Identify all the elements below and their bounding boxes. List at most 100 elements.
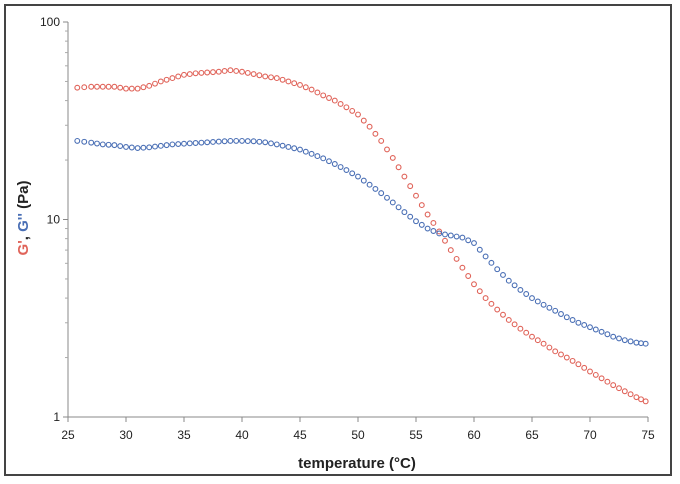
x-tick-label: 60 <box>467 428 481 442</box>
x-axis-title: temperature (°C) <box>298 455 416 472</box>
series-2-point <box>326 158 332 165</box>
series-1-point <box>604 378 611 385</box>
series-1-point <box>146 82 153 89</box>
series-1-point <box>152 80 158 87</box>
series-2-point <box>587 324 593 331</box>
series-2-point <box>134 145 141 152</box>
series-2-point <box>610 333 617 340</box>
series-1-point <box>227 67 234 74</box>
series-1-point <box>169 75 176 82</box>
series-2-point <box>546 304 553 311</box>
series-1-point <box>517 325 524 332</box>
series-2-point <box>384 194 390 201</box>
series-1-point <box>157 78 164 85</box>
series-2-point <box>424 225 431 232</box>
series-1-point <box>459 264 466 271</box>
series-2-point <box>244 138 251 145</box>
series-2-point <box>152 143 158 150</box>
series-1-point <box>250 71 257 78</box>
series-1-point <box>523 329 530 336</box>
series-2-point <box>581 322 588 328</box>
series-1-point <box>476 288 483 295</box>
series-2-point <box>413 218 419 225</box>
series-1-point <box>181 71 187 78</box>
series-2-point <box>268 140 274 147</box>
series-1-point <box>430 220 437 226</box>
series-1-point <box>581 364 588 371</box>
series-1-point <box>453 255 460 262</box>
plot-area: 25 30 35 40 45 50 55 60 65 70 75 1 10 100 <box>40 15 655 442</box>
series-1-point <box>505 317 512 323</box>
series-2-point <box>633 339 640 346</box>
series-2-point <box>642 340 649 347</box>
chart-frame <box>4 4 672 476</box>
series-2-point <box>355 173 361 180</box>
x-tick-label: 35 <box>177 428 191 442</box>
series-1-point <box>610 382 617 389</box>
series-2-point <box>186 140 193 147</box>
series-2-point <box>273 141 280 148</box>
series-1-point <box>511 321 518 328</box>
series-2-point <box>221 138 228 145</box>
series-1-point <box>563 354 570 361</box>
y-axis-title-part: G'' <box>15 213 32 232</box>
series-1-point <box>192 70 199 77</box>
series-2-point <box>169 141 176 148</box>
series-2-point <box>418 221 425 228</box>
series-1-point <box>488 300 495 307</box>
series-1-point <box>233 68 240 74</box>
series-2-point <box>592 326 599 333</box>
y-tick-label: 100 <box>40 15 60 29</box>
series-2-point <box>511 282 518 289</box>
series-2-point <box>459 234 466 241</box>
series-2-point <box>302 148 309 155</box>
series-1-point <box>337 100 344 107</box>
series-1-point <box>447 247 454 254</box>
series-1-point <box>616 385 622 392</box>
series-2-point <box>569 317 576 323</box>
series-2-point <box>523 291 530 297</box>
series-2-point <box>436 230 443 237</box>
series-1-point <box>88 83 95 90</box>
series-1-point <box>598 375 605 382</box>
series-1-point <box>395 164 402 171</box>
series-1-point <box>471 281 477 288</box>
series-2-point <box>540 301 547 308</box>
series-1-point <box>500 311 506 318</box>
series-1-point <box>308 86 315 93</box>
series-2-point <box>552 307 559 314</box>
series-2-point <box>627 338 634 345</box>
series-1-point <box>546 344 553 351</box>
series-1-point <box>627 391 634 398</box>
series-1-point <box>418 202 425 209</box>
series-2-point <box>395 204 402 211</box>
series-2-point <box>534 298 541 305</box>
series-1-point <box>482 295 489 302</box>
x-tick-label: 70 <box>583 428 597 442</box>
series-2-point <box>146 144 153 151</box>
x-tick-label: 55 <box>409 428 423 442</box>
series-1-point <box>621 388 628 395</box>
series-1-point <box>378 137 385 144</box>
series-1-point <box>268 74 274 81</box>
series-1-point <box>442 237 448 244</box>
series-2-point <box>378 190 385 197</box>
series-1-point <box>285 78 292 85</box>
series-1-point <box>326 95 332 101</box>
series-2-point <box>471 240 477 246</box>
series-1-point <box>384 146 390 153</box>
series-2-point <box>314 153 321 160</box>
series-1-point <box>540 340 547 347</box>
y-tick-label: 10 <box>47 213 61 227</box>
series-2-point <box>181 140 187 147</box>
series-2-point <box>563 314 570 321</box>
series-2-point <box>621 337 628 344</box>
series-1-point <box>360 117 367 124</box>
series-1-point <box>575 361 582 368</box>
series-2-point <box>529 295 535 302</box>
series-1-point <box>355 111 361 118</box>
series-2-point <box>204 139 211 146</box>
series-1-point <box>256 72 263 79</box>
series-2-point <box>239 137 245 144</box>
series-1-point <box>198 69 205 76</box>
